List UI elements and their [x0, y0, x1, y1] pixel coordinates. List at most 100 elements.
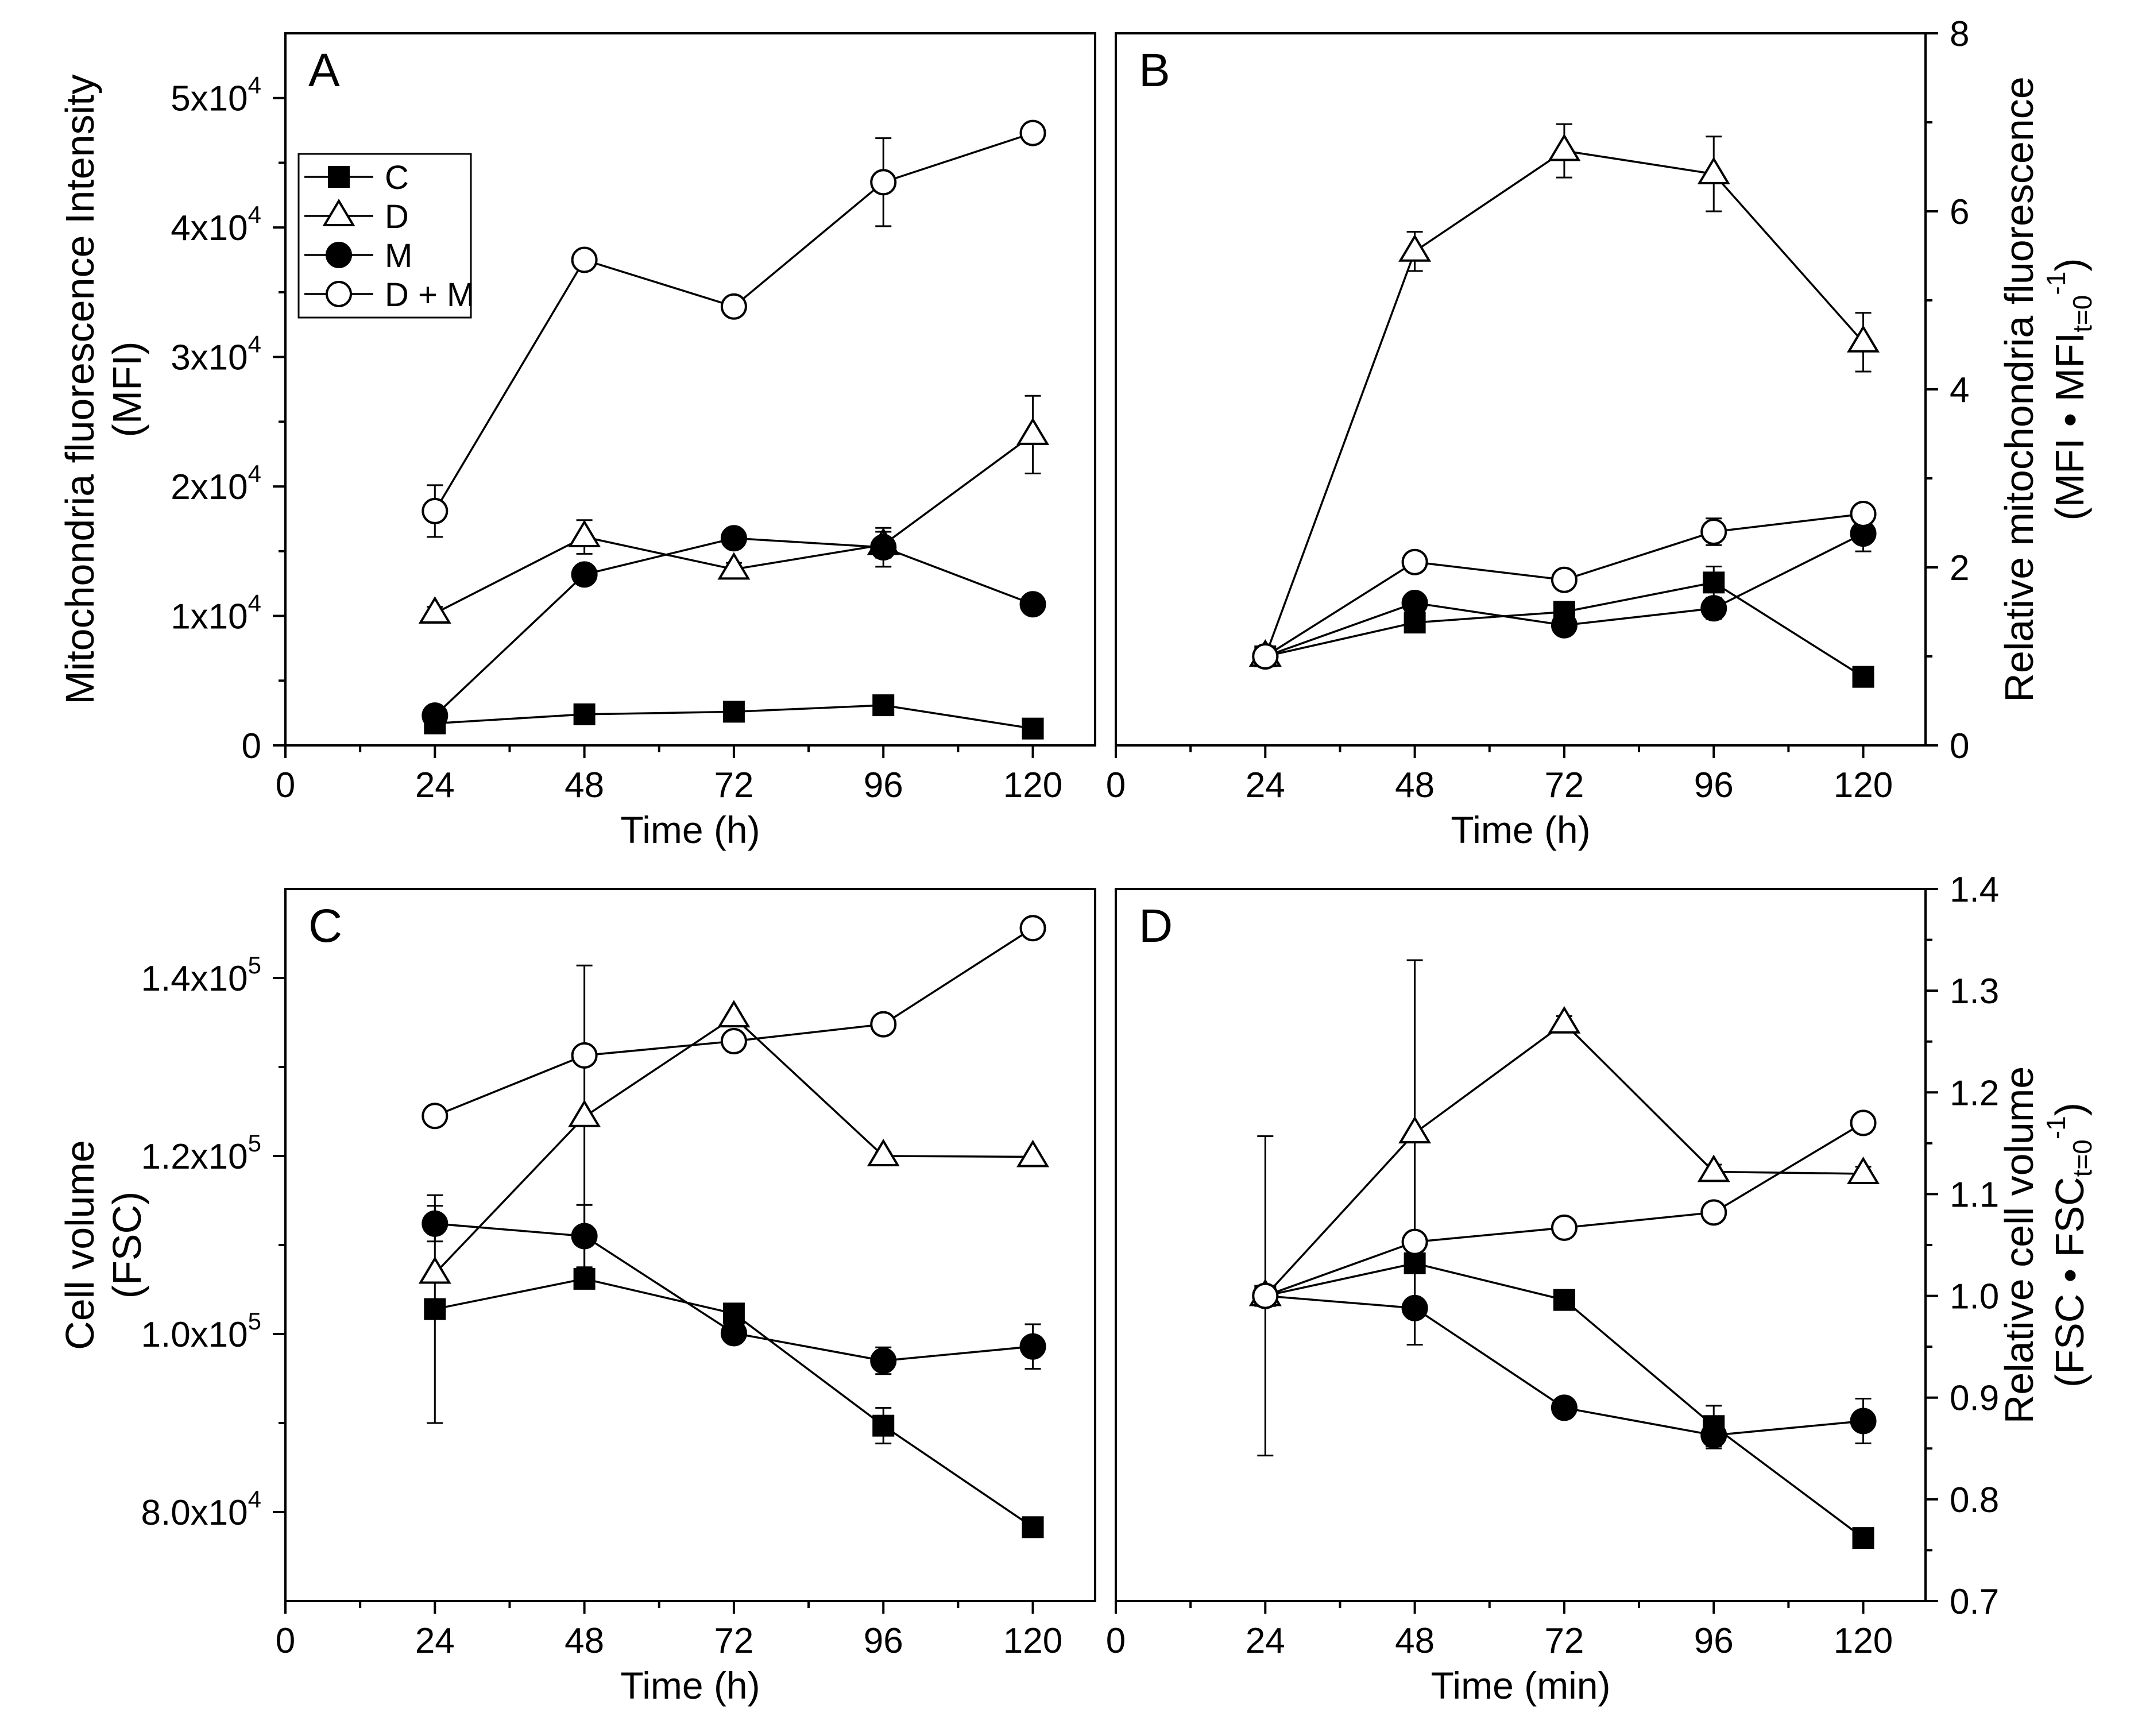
y-tick-label: 1.2x105	[141, 1130, 261, 1177]
data-point	[1019, 119, 1046, 146]
y-tick-label: 1.1	[1950, 1175, 1999, 1215]
y-tick-mantissa: 0.7	[1950, 1582, 1999, 1622]
y-tick-mantissa: 1.4	[1950, 870, 1999, 910]
y-tick-mantissa: 4x10	[171, 208, 248, 248]
y-axis-label-line: Relative cell volume	[1997, 1066, 2042, 1424]
y-tick-label: 8.0x104	[141, 1486, 261, 1533]
data-point	[1553, 1289, 1575, 1311]
y-tick-label: 2x104	[171, 460, 261, 507]
series-M	[1252, 1270, 1877, 1449]
y-tick-exponent: 4	[248, 460, 261, 487]
series-D	[1248, 959, 1880, 1307]
y-tick-exponent: 5	[248, 1130, 261, 1157]
data-point	[422, 702, 449, 729]
x-tick-label: 120	[1003, 765, 1062, 805]
y-tick-exponent: 4	[248, 201, 261, 228]
y-tick-label: 8	[1950, 14, 1969, 54]
series-D	[1248, 123, 1880, 667]
legend-marker	[322, 199, 355, 226]
y-tick-label: 2	[1950, 548, 1969, 588]
x-axis-label: Time (h)	[620, 1664, 760, 1707]
series-DM	[422, 915, 1046, 1130]
data-point	[571, 246, 598, 273]
y-tick-exponent: 4	[248, 590, 261, 617]
data-point	[1703, 571, 1725, 594]
data-point	[1019, 1333, 1046, 1360]
y-tick-label: 6	[1950, 192, 1969, 232]
x-tick-label: 96	[864, 765, 903, 805]
data-point	[1019, 591, 1046, 618]
x-tick-label: 120	[1834, 1621, 1893, 1661]
data-point	[424, 1298, 446, 1320]
y-axis-label-line: Cell volume	[57, 1140, 102, 1350]
y-tick-label: 1.0x105	[141, 1308, 261, 1355]
y-tick-label: 1.4	[1950, 870, 1999, 910]
x-tick-label: 96	[1694, 765, 1734, 805]
data-point	[422, 1103, 449, 1130]
series-D	[418, 964, 1050, 1284]
y-axis-unit-label: (MFI • MFIt=0-1)	[2041, 258, 2097, 520]
y-tick-mantissa: 1.3	[1950, 972, 1999, 1011]
y-axis-label-line: (MFI)	[105, 341, 149, 437]
y-tick-mantissa: 8	[1950, 14, 1969, 54]
series-line	[1265, 1022, 1863, 1297]
data-point	[1850, 501, 1877, 527]
data-point	[872, 1414, 895, 1437]
data-point	[573, 1267, 596, 1290]
data-point	[573, 703, 596, 725]
data-point	[1551, 1394, 1578, 1421]
panel-D: 0 24 48 72 96 120 Time (min) 0.7 0.8 0.9 1.0 1.1 1.2…	[1106, 870, 2097, 1707]
y-tick-mantissa: 0.9	[1950, 1379, 1999, 1418]
y-tick-exponent: 4	[248, 72, 261, 99]
series-DM	[1252, 501, 1877, 670]
y-axis-unit-pre: (MFI • MFI	[2047, 332, 2092, 521]
series-DM	[1252, 1109, 1877, 1309]
series-M	[422, 1204, 1046, 1375]
x-axis-label: Time (h)	[620, 809, 760, 851]
data-point	[1022, 717, 1044, 740]
data-point	[571, 1223, 598, 1250]
x-tick-label: 0	[276, 765, 295, 805]
data-point	[1700, 519, 1727, 545]
data-point	[1700, 1422, 1727, 1449]
data-point	[720, 525, 747, 552]
y-tick-label: 0.7	[1950, 1582, 1999, 1622]
data-point	[1252, 1282, 1279, 1309]
x-tick-label: 24	[1246, 1621, 1285, 1661]
y-axis-label-line: Relative mitochondria fluorescence	[1997, 76, 2042, 702]
y-axis-unit-sup: -1	[2041, 272, 2071, 295]
data-point	[1252, 643, 1279, 670]
x-tick-label: 96	[864, 1621, 903, 1661]
data-point	[870, 1011, 897, 1038]
data-point	[1398, 1116, 1432, 1144]
legend-marker	[328, 166, 350, 188]
data-point	[720, 293, 747, 320]
y-tick-label: 1.2	[1950, 1073, 1999, 1113]
y-tick-exponent: 5	[248, 1308, 261, 1335]
data-point	[571, 1042, 598, 1069]
x-tick-label: 48	[565, 1621, 604, 1661]
data-point	[568, 1099, 601, 1127]
data-point	[1697, 156, 1730, 184]
y-tick-exponent: 4	[248, 1486, 261, 1513]
y-tick-mantissa: 1x10	[171, 597, 248, 637]
legend-entry-C: C	[304, 159, 409, 196]
y-tick-label: 1.0	[1950, 1277, 1999, 1317]
data-point	[1548, 1006, 1581, 1034]
y-tick-mantissa: 0.8	[1950, 1480, 1999, 1520]
data-point	[1850, 1408, 1877, 1435]
x-tick-label: 48	[1395, 1621, 1435, 1661]
data-point	[1016, 417, 1050, 445]
data-point	[1548, 133, 1581, 161]
legend-marker	[326, 281, 352, 307]
y-tick-mantissa: 2x10	[171, 467, 248, 507]
data-point	[1398, 234, 1432, 262]
x-tick-label: 24	[1246, 765, 1285, 805]
legend-label: D + M	[385, 276, 474, 314]
series-line	[434, 1015, 1033, 1274]
legend-label: M	[385, 237, 412, 274]
x-tick-label: 0	[1106, 1621, 1126, 1661]
x-axis-label: Time (h)	[1451, 809, 1590, 851]
y-tick-mantissa: 0	[242, 726, 261, 766]
